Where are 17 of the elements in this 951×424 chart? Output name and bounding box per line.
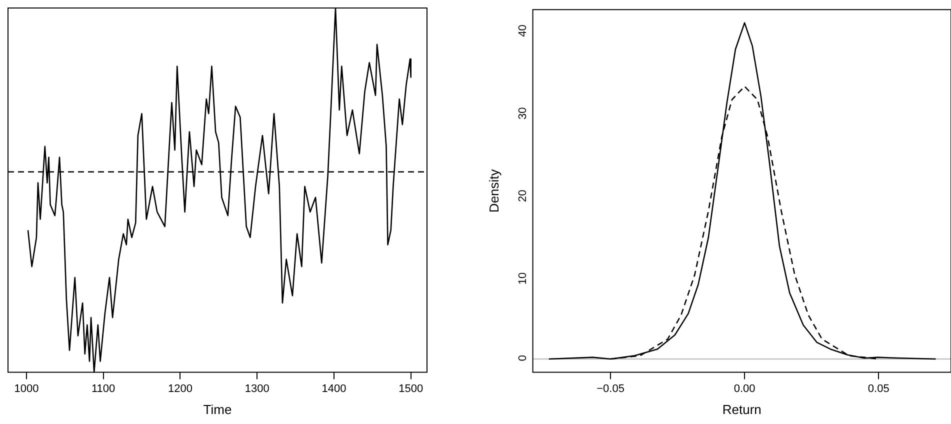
x-tick-label: −0.05	[596, 382, 624, 395]
x-tick-label: 1300	[244, 382, 270, 395]
x-axis-title: Return	[722, 402, 762, 417]
x-tick-label: 1500	[398, 382, 424, 395]
x-axis-title: Time	[203, 402, 232, 417]
x-tick-label: 1200	[168, 382, 192, 395]
y-tick-label: 10	[516, 272, 529, 285]
y-tick-label: 40	[516, 24, 529, 37]
x-tick-label: 1100	[92, 382, 116, 395]
x-tick-label: 0.00	[734, 382, 756, 395]
x-tick-label: 1000	[14, 382, 39, 395]
x-tick-label: 0.05	[868, 382, 890, 395]
y-tick-label: 0	[516, 354, 529, 362]
y-axis-title: Density	[486, 168, 502, 213]
y-tick-label: 20	[516, 190, 529, 202]
x-tick-label: 1400	[322, 382, 346, 395]
y-tick-label: 30	[516, 107, 529, 120]
